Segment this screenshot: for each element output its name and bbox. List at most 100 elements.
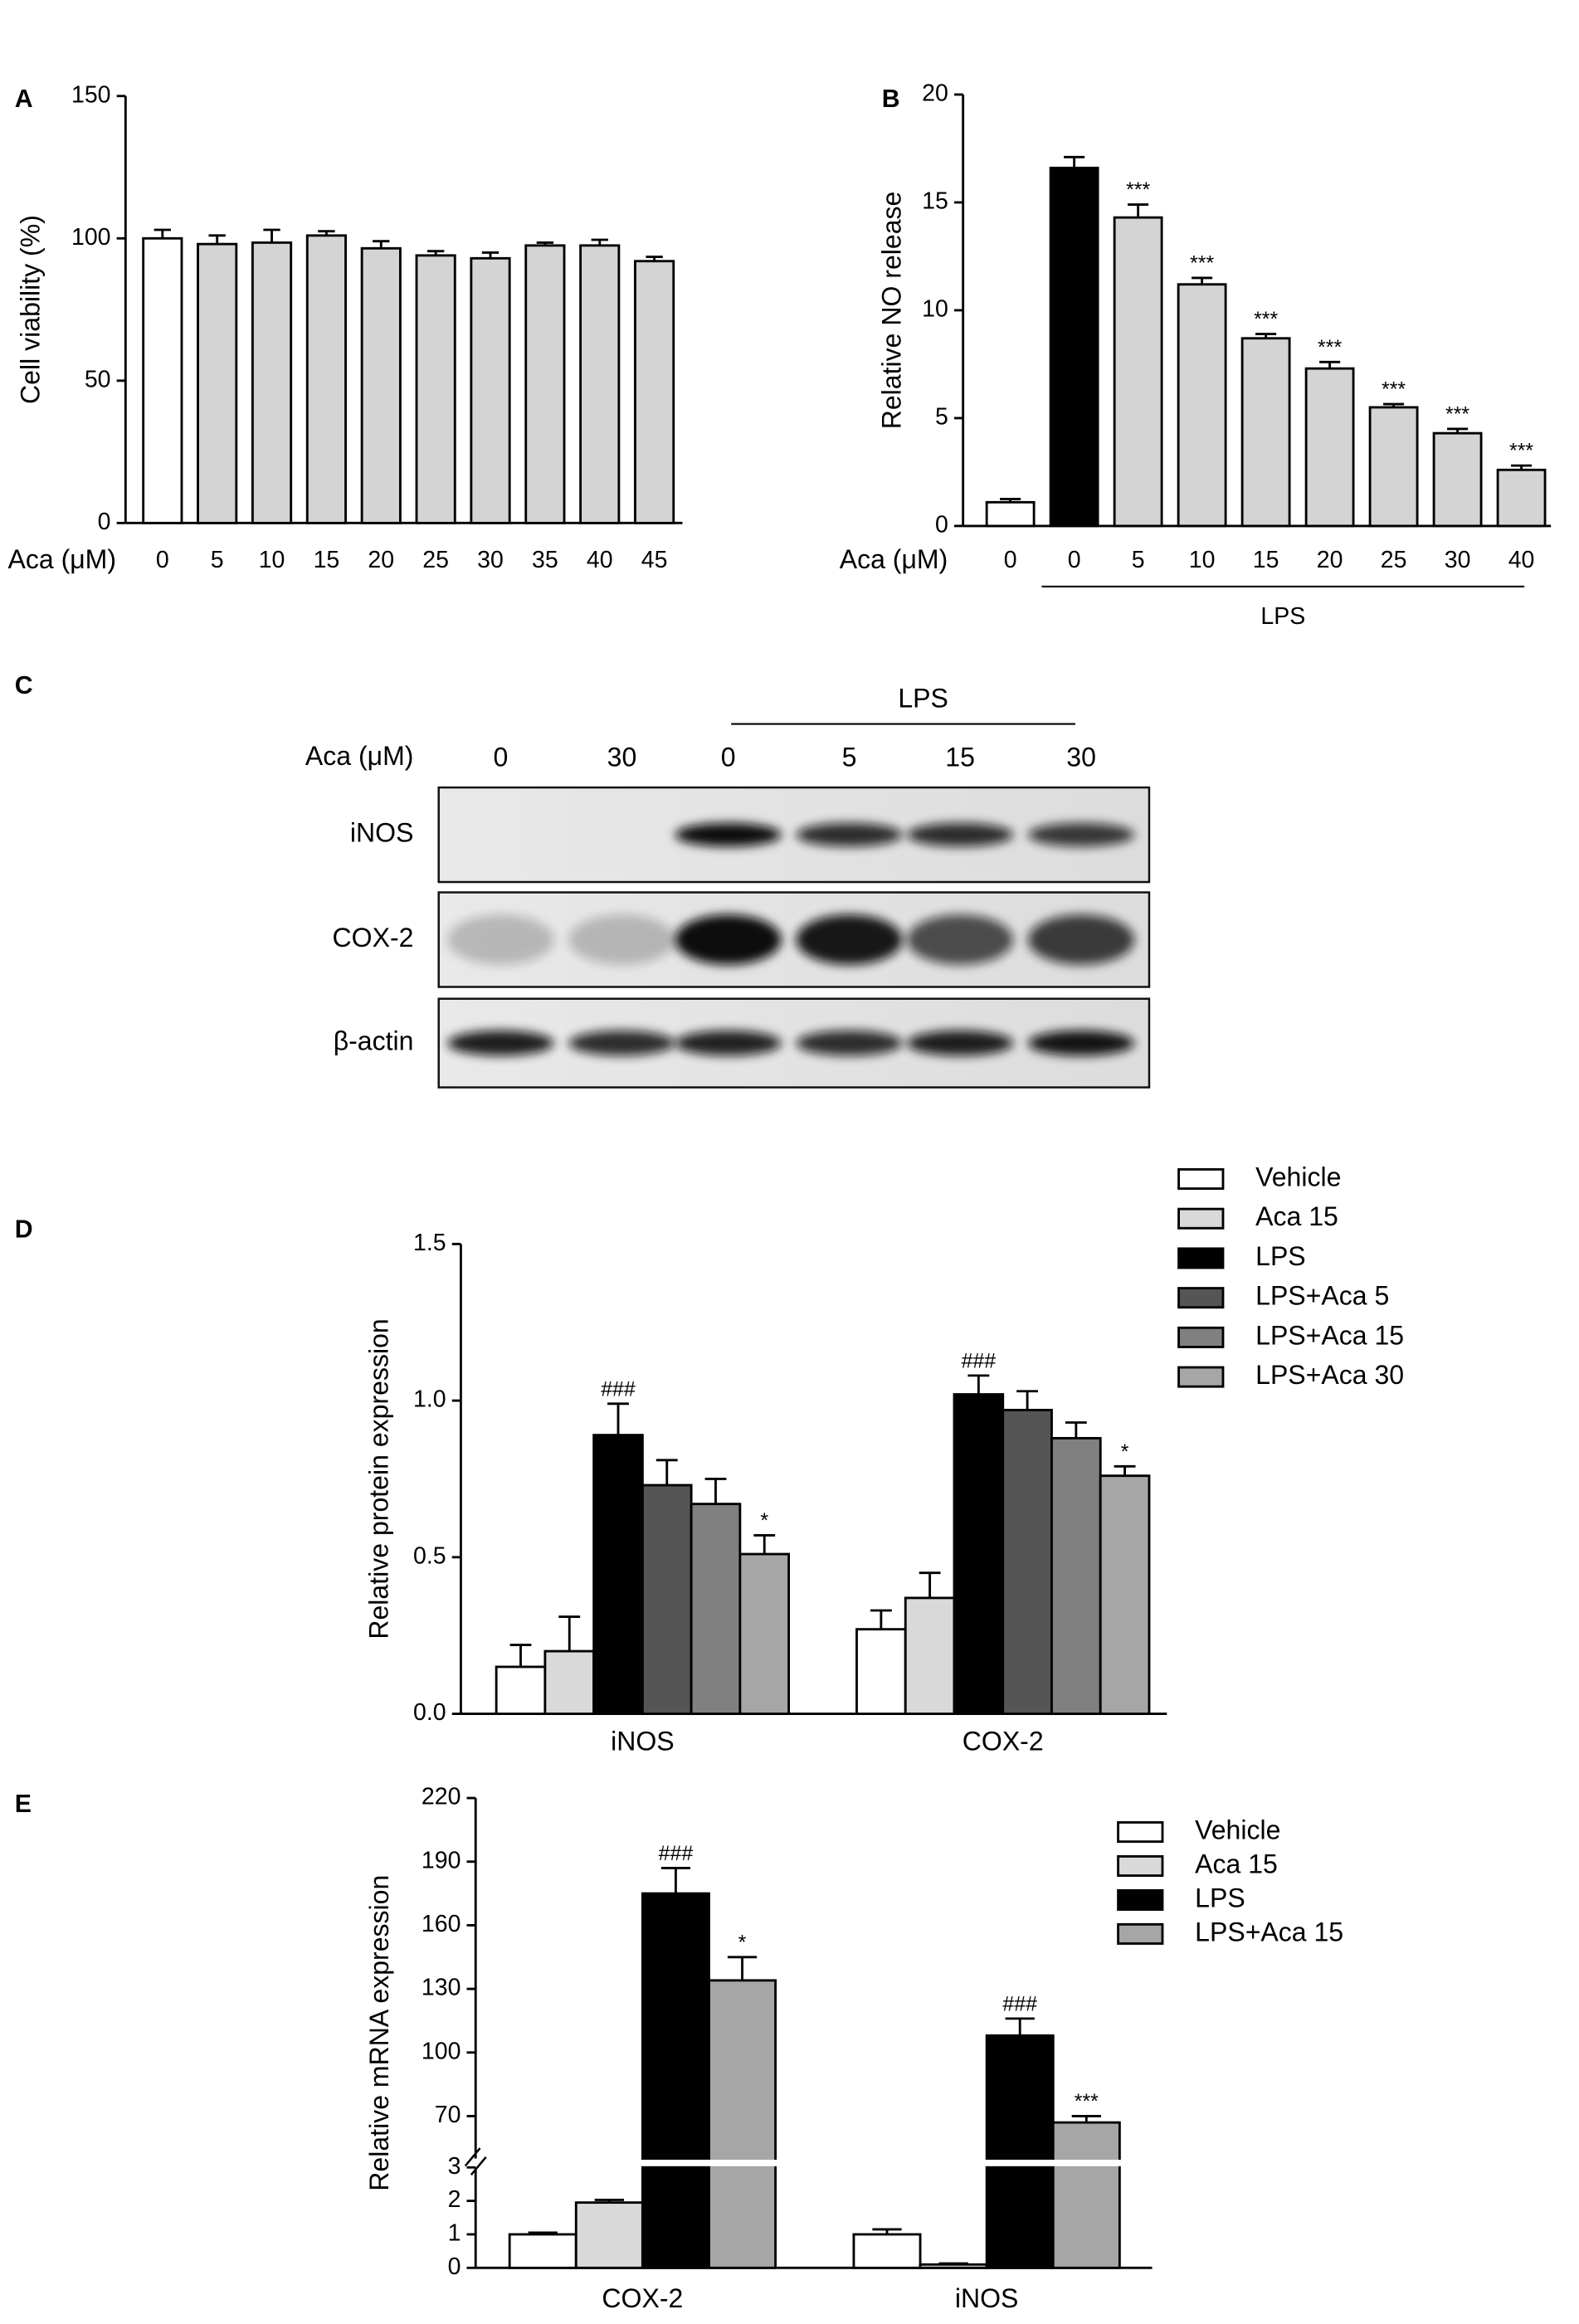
annotation: *** bbox=[1382, 378, 1406, 402]
annotation: *** bbox=[1126, 178, 1150, 202]
blot-band bbox=[796, 914, 903, 965]
y-tick-label: 1 bbox=[448, 2219, 461, 2246]
y-axis-title: Relative NO release bbox=[876, 192, 906, 430]
blot-band bbox=[568, 1030, 675, 1056]
blot-band bbox=[1027, 822, 1135, 847]
bar bbox=[1113, 216, 1163, 528]
bar bbox=[1050, 1436, 1102, 1716]
y-tick-label: 2 bbox=[448, 2186, 461, 2213]
bar bbox=[360, 246, 402, 524]
lane-label: 15 bbox=[945, 743, 975, 772]
error-bar bbox=[1005, 2017, 1035, 2036]
bar bbox=[508, 2233, 578, 2269]
y-tick-label: 3 bbox=[448, 2153, 461, 2180]
legend-label: LPS+Aca 15 bbox=[1195, 1917, 1343, 1946]
x-tick-label: 45 bbox=[641, 547, 668, 573]
x-tick-label: 15 bbox=[1253, 547, 1279, 573]
error-bar bbox=[1114, 1464, 1136, 1476]
legend-label: Vehicle bbox=[1255, 1162, 1341, 1191]
error-bar bbox=[753, 1533, 776, 1555]
blot-band bbox=[907, 914, 1014, 965]
x-tick-label: 30 bbox=[477, 547, 504, 573]
legend-swatch bbox=[1117, 1922, 1164, 1945]
x-tick-label: 5 bbox=[1132, 547, 1145, 573]
annotation: * bbox=[738, 1931, 747, 1954]
annotation: *** bbox=[1318, 336, 1342, 359]
error-bar bbox=[558, 1615, 581, 1652]
x-tick-label: 10 bbox=[259, 547, 285, 573]
bar bbox=[415, 254, 456, 524]
x-tick-label: 30 bbox=[1445, 547, 1471, 573]
x-tick-label: 0 bbox=[1004, 547, 1017, 573]
y-tick-label: 100 bbox=[422, 2038, 461, 2064]
legend-swatch bbox=[1177, 1287, 1225, 1309]
blot-band bbox=[1027, 1030, 1135, 1056]
bar bbox=[574, 2201, 644, 2269]
lane-label: 30 bbox=[1066, 743, 1096, 772]
annotation: ### bbox=[659, 1842, 694, 1865]
annotation: *** bbox=[1254, 308, 1278, 331]
panel-letter: D bbox=[15, 1216, 33, 1243]
x-tick-label: 40 bbox=[587, 547, 613, 573]
x-axis-title: Aca (μM) bbox=[7, 544, 116, 574]
y-tick-label: 15 bbox=[922, 188, 948, 214]
bar bbox=[305, 234, 347, 524]
legend-label: Aca 15 bbox=[1255, 1201, 1338, 1231]
bar bbox=[690, 1503, 742, 1716]
y-tick-label: 1.0 bbox=[413, 1386, 446, 1413]
bar bbox=[919, 2263, 988, 2269]
blot-band bbox=[675, 822, 782, 847]
y-tick-label: 160 bbox=[422, 1911, 461, 1937]
error-bar bbox=[208, 234, 226, 245]
panel-letter: C bbox=[15, 672, 33, 699]
error-bar bbox=[660, 1866, 691, 1894]
bar bbox=[524, 244, 566, 524]
x-tick-label: iNOS bbox=[955, 2283, 1019, 2313]
bar bbox=[641, 1484, 693, 1716]
y-tick-label: 0 bbox=[98, 509, 111, 535]
x-tick-label: 25 bbox=[1381, 547, 1407, 573]
y-tick-label: 0.0 bbox=[413, 1699, 446, 1726]
legend-swatch bbox=[1177, 1167, 1225, 1190]
bar bbox=[708, 1979, 777, 2269]
x-tick-label: 5 bbox=[211, 547, 224, 573]
y-axis-title: Relative mRNA expression bbox=[364, 1875, 394, 2191]
x-tick-label: 35 bbox=[532, 547, 558, 573]
bar bbox=[592, 1434, 644, 1716]
error-bar bbox=[509, 1644, 532, 1667]
bar bbox=[641, 1892, 710, 2269]
bar bbox=[1051, 2121, 1121, 2269]
panel-letter: E bbox=[15, 1791, 32, 1818]
legend-swatch bbox=[1117, 1888, 1164, 1911]
annotation: *** bbox=[1445, 402, 1469, 426]
annotation: ### bbox=[1002, 1992, 1037, 2015]
annotation: * bbox=[1121, 1440, 1129, 1464]
bar bbox=[579, 244, 621, 524]
blot-band bbox=[447, 1030, 554, 1056]
bar bbox=[904, 1596, 956, 1716]
bar bbox=[855, 1628, 907, 1716]
error-bar bbox=[263, 228, 280, 243]
legend-label: LPS bbox=[1255, 1241, 1306, 1271]
error-bar bbox=[704, 1478, 727, 1504]
bar bbox=[1368, 406, 1419, 528]
blot-band bbox=[675, 1030, 782, 1056]
error-bar bbox=[1128, 203, 1149, 218]
annotation: *** bbox=[1190, 251, 1214, 275]
bar bbox=[470, 256, 511, 524]
x-tick-label: 0 bbox=[156, 547, 169, 573]
treatment-label: LPS bbox=[898, 684, 948, 714]
lane-label: 0 bbox=[721, 743, 736, 772]
bar bbox=[1304, 367, 1355, 528]
error-bar bbox=[373, 240, 390, 249]
error-bar bbox=[655, 1459, 678, 1486]
y-tick-label: 0.5 bbox=[413, 1542, 446, 1569]
lane-label: 30 bbox=[607, 743, 637, 772]
x-tick-label: iNOS bbox=[611, 1727, 675, 1756]
bar bbox=[495, 1665, 547, 1716]
legend-swatch bbox=[1177, 1326, 1225, 1348]
x-tick-label: 15 bbox=[314, 547, 340, 573]
x-tick-label: 40 bbox=[1508, 547, 1535, 573]
x-tick-label: 0 bbox=[1068, 547, 1081, 573]
